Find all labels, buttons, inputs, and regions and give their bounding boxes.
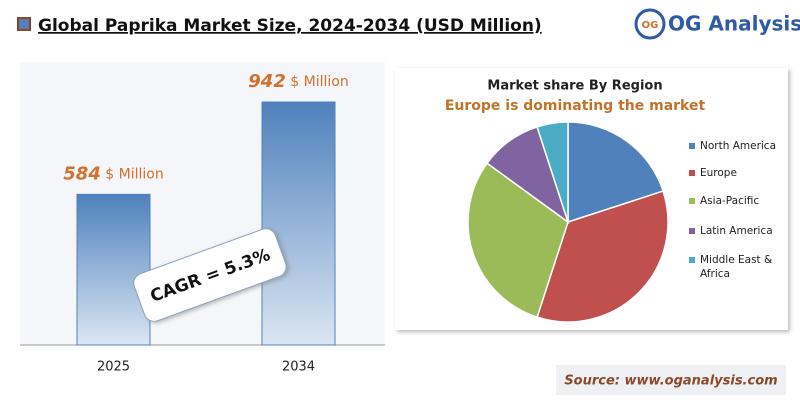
source-box	[556, 365, 786, 395]
bar	[76, 193, 151, 346]
legend-swatch	[689, 228, 695, 234]
legend-label: Europe	[700, 167, 737, 179]
page-title: Global Paprika Market Size, 2024-2034 (U…	[38, 16, 542, 36]
title-icon	[17, 17, 31, 31]
pie-slice	[536, 190, 669, 323]
legend-swatch	[689, 170, 695, 176]
legend-swatch	[689, 198, 695, 204]
value-number: 942	[248, 71, 286, 92]
x-tick-label: 2025	[97, 360, 130, 375]
bar	[261, 101, 336, 346]
pie-slice	[467, 162, 569, 319]
legend-swatch	[689, 143, 695, 149]
pie-subtitle: Europe is dominating the market	[445, 98, 706, 114]
pie-title: Market share By Region	[487, 79, 662, 94]
legend-line: Middle East &	[700, 254, 772, 266]
value-unit: $ Million	[290, 74, 348, 90]
value-unit: $ Million	[105, 166, 163, 182]
source: Source: www.oganalysis.com	[564, 374, 777, 389]
value-number: 584	[63, 163, 101, 184]
logo-text: OG Analysis	[668, 12, 800, 36]
pie-slice	[536, 121, 569, 223]
cagr-box	[133, 228, 287, 322]
legend-line: Africa	[700, 268, 730, 280]
legend-label: Middle East & Africa	[700, 254, 772, 280]
logo-circle	[634, 8, 666, 40]
value-label: 584 $ Million	[63, 163, 163, 184]
value-label: 942 $ Million	[248, 71, 348, 92]
legend-label: Asia-Pacific	[700, 195, 759, 207]
legend-label: North America	[700, 140, 776, 152]
x-tick-label: 2034	[282, 360, 315, 375]
legend-label: Latin America	[700, 225, 773, 237]
legend-swatch	[689, 257, 695, 263]
logo-icon: OG	[642, 20, 659, 31]
pie-slice	[567, 121, 665, 224]
